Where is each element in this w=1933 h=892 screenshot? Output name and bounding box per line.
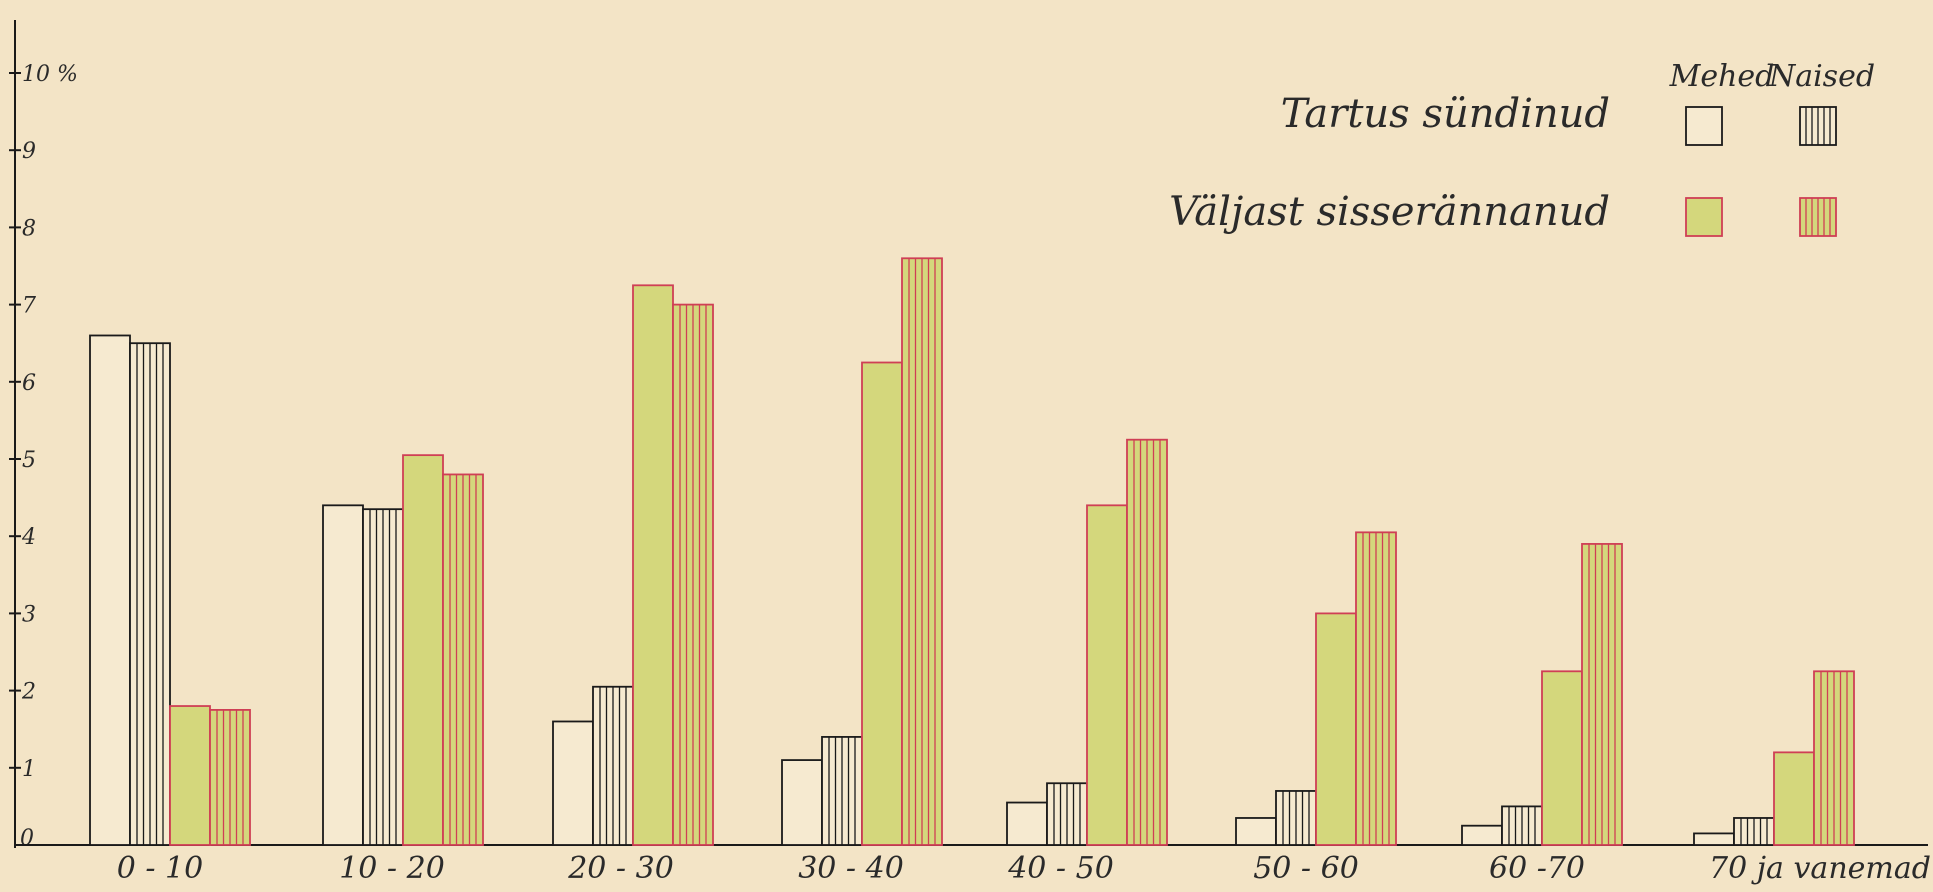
bar (362, 508, 404, 846)
bar-rect (1235, 817, 1277, 846)
bar (672, 303, 714, 846)
bar-rect (632, 284, 674, 846)
bar (1046, 782, 1088, 846)
bar (632, 284, 674, 846)
bar (1773, 751, 1815, 846)
bar-rect (402, 454, 444, 846)
y-tick-label: 1 (22, 757, 36, 782)
bar-rect (1086, 504, 1128, 846)
y-zero-label: 0 (20, 826, 34, 851)
bar-rect (1541, 670, 1583, 846)
y-tick-label: 2 (21, 680, 36, 705)
bar (1355, 531, 1397, 846)
category-label: 0 - 10 (117, 851, 203, 886)
bar (402, 454, 444, 846)
category-label: 10 - 20 (339, 851, 445, 886)
bar (861, 361, 903, 846)
legend-column-mehed: Mehed (1669, 59, 1775, 94)
category-label: 40 - 50 (1007, 851, 1114, 886)
bar-rect (1693, 832, 1735, 846)
bar (781, 759, 823, 846)
bar (209, 709, 251, 846)
bars (89, 257, 1855, 846)
bar (1693, 832, 1735, 846)
bar-rect (1773, 751, 1815, 846)
legend-swatch (1799, 106, 1837, 146)
bar (1315, 612, 1357, 846)
bar-rect (1461, 824, 1503, 846)
category-label: 30 - 40 (798, 851, 904, 886)
y-tick-label: 5 (22, 448, 36, 473)
bar (1086, 504, 1128, 846)
legend-swatch-rect (1685, 106, 1723, 146)
bar-rect (552, 720, 594, 846)
bar (1461, 824, 1503, 846)
category-label: 60 -70 (1489, 851, 1585, 886)
y-tick-label: 6 (22, 371, 36, 396)
legend-swatches (1685, 106, 1837, 237)
bar (1235, 817, 1277, 846)
bar-rect (861, 361, 903, 846)
bar (1581, 543, 1623, 846)
legend-row-tartus-sundinud: Tartus sündinud (1281, 91, 1610, 137)
legend-swatch (1799, 197, 1837, 237)
y-tick-label: 4 (21, 525, 36, 550)
legend-column-naised: Naised (1768, 59, 1875, 94)
legend-swatch (1685, 106, 1723, 146)
bar (592, 685, 634, 846)
bar (1733, 817, 1775, 846)
category-label: 70 ja vanemad (1709, 851, 1931, 886)
y-tick-label: 10 % (22, 62, 78, 87)
bar-rect (1315, 612, 1357, 846)
bar (322, 504, 364, 846)
bar-rect (89, 334, 131, 846)
bar (901, 257, 943, 846)
bar-rect (322, 504, 364, 846)
bar (821, 736, 863, 846)
category-labels: 0 - 10 10 - 20 20 - 30 30 - 40 40 - 50 50 - 6… (117, 851, 1931, 886)
bar-rect (1006, 801, 1048, 846)
y-tick-label: 7 (22, 294, 36, 319)
bar (552, 720, 594, 846)
legend-swatch-rect (1685, 197, 1723, 237)
bar (1126, 438, 1168, 846)
bar (129, 342, 171, 846)
y-tick-label: 3 (22, 602, 36, 627)
bar-rect (781, 759, 823, 846)
legend-swatch (1685, 197, 1723, 237)
bar-rect (169, 705, 211, 846)
bar (1006, 801, 1048, 846)
legend: Mehed Naised Tartus sündinud Väljast sis… (1169, 59, 1875, 237)
category-label: 20 - 30 (567, 851, 674, 886)
y-ticks: 1 2 3 4 5 6 7 8 9 10 % (9, 62, 78, 782)
y-tick-label: 9 (22, 139, 36, 164)
bar (442, 473, 484, 846)
category-label: 50 - 60 (1253, 851, 1359, 886)
legend-row-valjast-sisserannanud: Väljast sisserännanud (1169, 189, 1610, 235)
bar (1501, 805, 1543, 846)
bar (89, 334, 131, 846)
y-tick-label: 8 (22, 216, 36, 241)
bar (1275, 790, 1317, 846)
bar (1541, 670, 1583, 846)
bar (169, 705, 211, 846)
bar (1813, 670, 1855, 846)
